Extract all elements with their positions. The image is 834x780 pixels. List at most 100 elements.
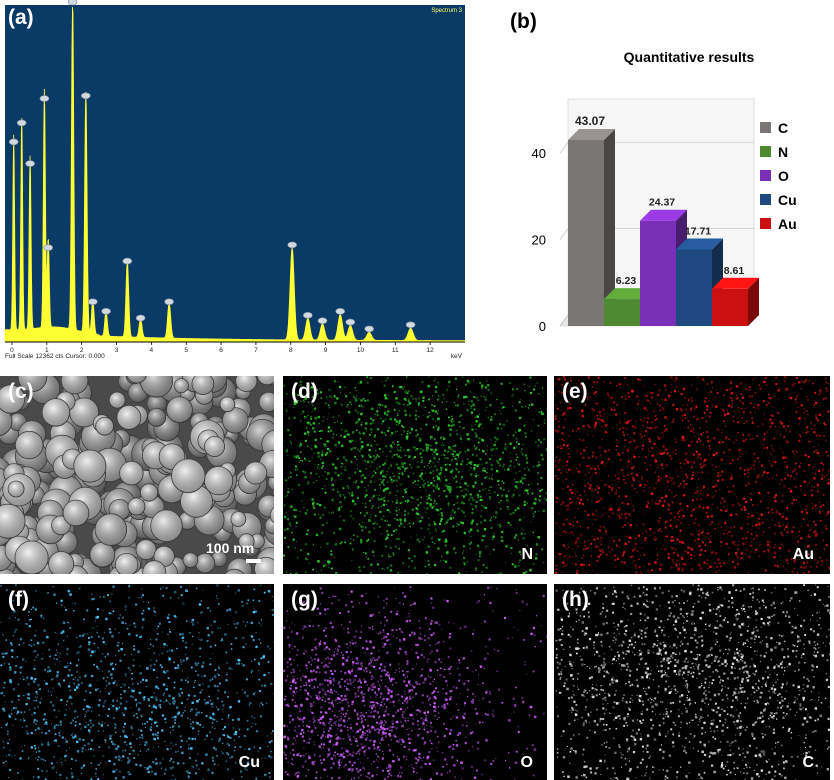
map-dot [676, 537, 678, 539]
map-dot [786, 523, 788, 525]
map-dot [112, 682, 115, 685]
map-dot [227, 735, 230, 738]
map-dot [461, 501, 464, 504]
map-dot [90, 636, 93, 638]
gold-dot-map [554, 376, 830, 574]
map-dot [535, 441, 537, 443]
map-dot [568, 468, 571, 471]
map-dot [416, 465, 419, 468]
map-dot [460, 414, 463, 417]
nanoparticle-shading [127, 376, 147, 384]
map-dot [337, 420, 339, 423]
map-dot [5, 652, 8, 655]
map-dot [592, 570, 594, 572]
map-dot [679, 522, 682, 525]
map-dot [77, 641, 79, 643]
map-dot [561, 447, 564, 450]
map-dot [457, 456, 459, 458]
map-dot [611, 483, 613, 486]
map-dot [293, 402, 297, 406]
map-dot [444, 523, 446, 526]
value-label-O: 24.37 [649, 197, 675, 209]
map-dot [470, 541, 472, 544]
map-dot [461, 495, 463, 497]
map-dot [736, 385, 739, 388]
map-dot [515, 437, 518, 440]
map-dot [317, 392, 319, 395]
map-dot [496, 438, 499, 441]
map-dot [47, 743, 50, 746]
map-dot [449, 488, 452, 491]
map-dot [525, 461, 529, 464]
map-dot [618, 514, 621, 517]
map-dot [564, 555, 566, 557]
map-dot [613, 540, 615, 543]
map-dot [446, 463, 449, 465]
map-dot [195, 772, 197, 775]
map-dot [488, 489, 490, 492]
map-dot [766, 543, 770, 547]
map-dot [813, 525, 815, 527]
map-dot [738, 476, 740, 478]
map-dot [420, 434, 422, 436]
nanoparticle-shading [116, 405, 141, 430]
map-dot [745, 549, 747, 552]
map-dot [361, 422, 363, 424]
map-dot [54, 733, 57, 735]
map-dot [690, 548, 694, 551]
map-dot [360, 448, 363, 450]
map-dot [580, 534, 582, 536]
map-dot [569, 406, 572, 410]
map-dot [588, 564, 591, 566]
map-dot [696, 376, 699, 379]
map-dot [538, 461, 540, 463]
map-dot [775, 509, 778, 512]
legend-swatch-Au [760, 218, 771, 229]
map-dot [286, 527, 289, 531]
map-dot [537, 536, 540, 539]
map-dot [14, 631, 16, 633]
map-dot [232, 719, 234, 721]
map-dot [421, 516, 424, 519]
map-dot [521, 453, 523, 455]
map-dot [437, 509, 439, 512]
map-dot [334, 471, 337, 474]
map-dot [200, 612, 202, 614]
map-dot [463, 495, 466, 498]
map-dot [304, 512, 307, 514]
map-dot [502, 406, 505, 408]
map-dot [45, 682, 48, 685]
map-dot [651, 392, 654, 395]
map-dot [530, 521, 532, 523]
map-dot [440, 466, 443, 470]
map-dot [712, 453, 715, 457]
map-dot [456, 433, 458, 435]
map-dot [509, 382, 511, 384]
nanoparticle-shading [8, 481, 25, 497]
map-dot [524, 533, 526, 535]
map-dot [585, 572, 587, 574]
map-dot [657, 437, 661, 440]
map-dot [539, 490, 542, 492]
map-dot [782, 565, 784, 567]
map-dot [594, 428, 596, 430]
map-dot [254, 691, 256, 694]
map-dot [604, 530, 608, 533]
map-dot [364, 487, 366, 489]
map-dot [319, 430, 321, 433]
map-dot [568, 455, 571, 459]
map-dot [195, 721, 197, 723]
map-dot [302, 399, 304, 401]
map-dot [418, 416, 420, 418]
map-dot [121, 760, 123, 762]
map-dot [405, 500, 407, 502]
map-dot [59, 730, 61, 732]
map-dot [413, 555, 416, 558]
map-dot [433, 522, 437, 526]
bar-front-N [604, 299, 640, 326]
map-dot [799, 554, 801, 556]
map-dot [810, 489, 813, 492]
map-dot [486, 445, 489, 447]
map-dot [340, 422, 343, 425]
map-dot [380, 487, 381, 489]
